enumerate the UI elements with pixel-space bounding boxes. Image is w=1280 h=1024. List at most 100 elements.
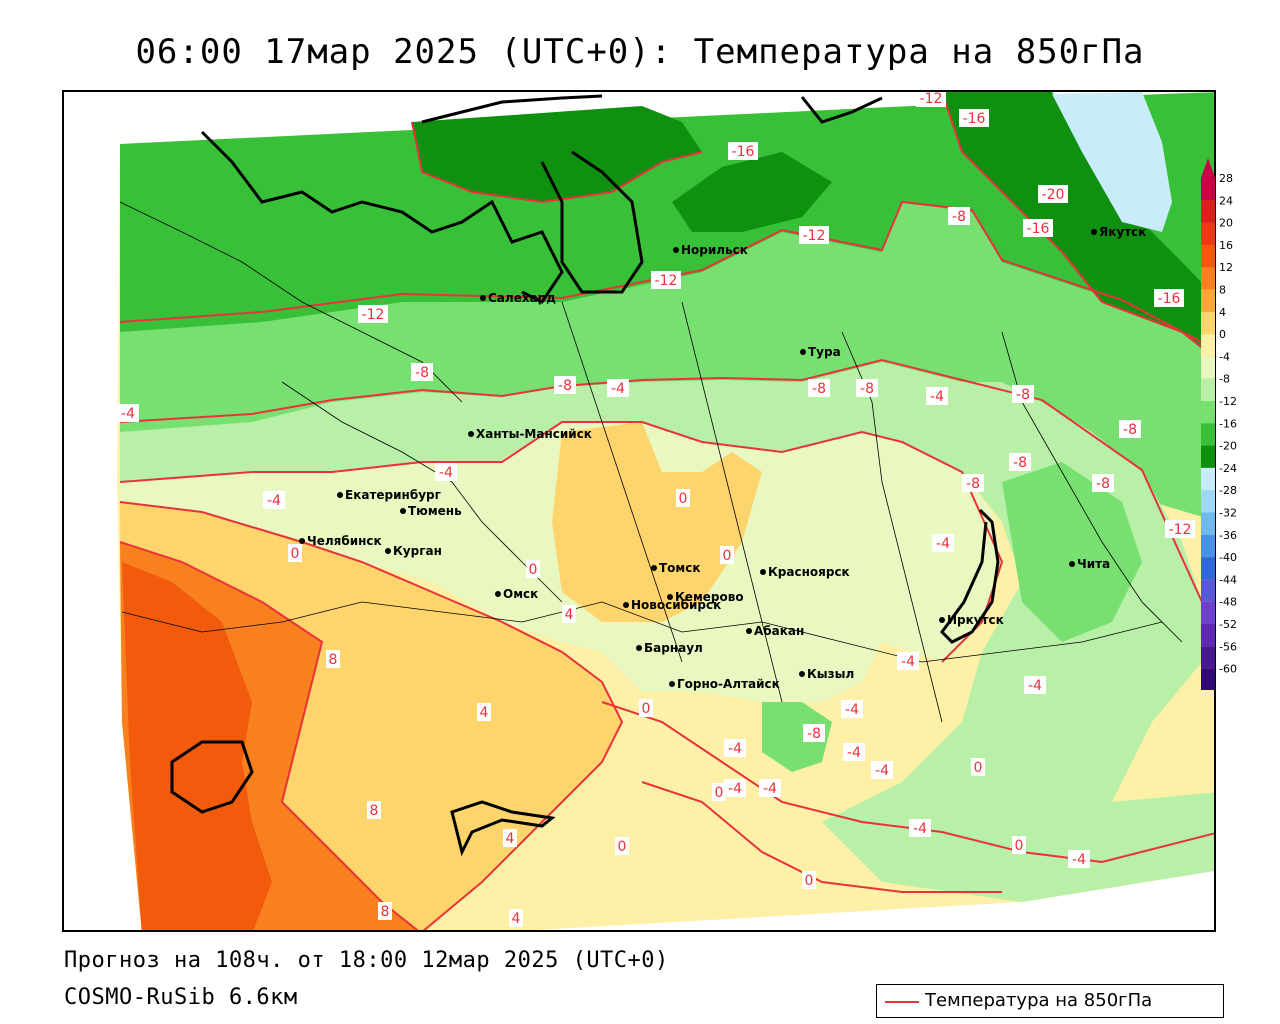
isotherm-label: -12 [916, 92, 946, 107]
city-label: Иркутск [947, 613, 1004, 627]
city-label: Тюмень [408, 504, 462, 518]
city-marker[interactable]: Томск [651, 561, 701, 575]
isotherm-label: -8 [1009, 453, 1031, 471]
city-marker[interactable]: Кемерово [667, 590, 744, 604]
isotherm-label-text: -8 [558, 378, 572, 394]
city-marker[interactable]: Ханты-Мансийск [468, 427, 592, 441]
isotherm-label: -12 [651, 271, 681, 289]
isotherm-label-text: -12 [362, 307, 385, 323]
isotherm-label-text: 0 [723, 548, 732, 564]
map-area[interactable]: Норильск Якутск Салехард Тура Ханты-Мансийск… [62, 90, 1216, 932]
isotherm-line [411, 121, 703, 204]
isotherm-label: -8 [1092, 474, 1114, 492]
city-marker[interactable]: Тура [800, 345, 841, 359]
isotherm-label-bg [712, 783, 726, 801]
city-marker[interactable]: Абакан [746, 624, 804, 638]
colorbar-tick-label: -4 [1219, 350, 1230, 363]
zone-minus20 [1052, 92, 1172, 232]
isotherm-label-bg [607, 379, 629, 397]
city-marker[interactable]: Чита [1069, 557, 1110, 571]
zone-minus16-a [412, 106, 702, 202]
isotherm-label-bg [1119, 420, 1141, 438]
isotherm-label-text: -4 [913, 821, 927, 837]
city-marker[interactable]: Норильск [673, 243, 748, 257]
isotherm-label: 0 [676, 489, 690, 507]
isotherm-label-bg [909, 819, 931, 837]
colorbar-swatch [1201, 334, 1215, 357]
city-label: Ханты-Мансийск [476, 427, 592, 441]
isotherm-label-bg [367, 801, 381, 819]
isotherm-label: -4 [607, 379, 629, 397]
isotherm-label-text: 8 [381, 904, 390, 920]
isotherm-label-bg [1165, 520, 1195, 538]
colorbar-tick-label: -48 [1219, 596, 1237, 609]
colorbar-swatch [1201, 646, 1215, 669]
isotherm-label-text: -8 [415, 365, 429, 381]
isotherm-label-text: -16 [1027, 221, 1050, 237]
model-caption: COSMO-RuSib 6.6км [64, 985, 298, 1010]
lake-balkhash [450, 800, 556, 857]
isotherm-label-text: 0 [805, 873, 814, 889]
city-marker[interactable]: Екатеринбург [337, 488, 441, 502]
isotherm-label-bg [411, 363, 433, 381]
isotherm-label-bg [759, 779, 781, 797]
city-marker[interactable]: Горно-Алтайск [669, 677, 780, 691]
city-dot [651, 565, 657, 571]
city-marker[interactable]: Красноярск [760, 565, 850, 579]
isotherm-label-text: 0 [679, 491, 688, 507]
isotherm-label: -8 [411, 363, 433, 381]
isotherm-label-bg [326, 650, 340, 668]
isotherm-label-text: -20 [1042, 187, 1065, 203]
isotherm-label-text: 0 [529, 562, 538, 578]
city-label: Екатеринбург [345, 488, 441, 502]
city-marker[interactable]: Новосибирск [623, 598, 721, 612]
city-dot [667, 594, 673, 600]
isotherm-label: -4 [759, 779, 781, 797]
city-marker[interactable]: Иркутск [939, 613, 1004, 627]
city-label: Новосибирск [631, 598, 721, 612]
city-marker[interactable]: Кызыл [799, 667, 854, 681]
isotherm-label: 0 [720, 546, 734, 564]
colorbar-swatch [1201, 222, 1215, 245]
coastline [421, 94, 603, 124]
isotherm-label: -12 [1165, 520, 1195, 538]
city-marker[interactable]: Салехард [480, 291, 556, 305]
city-marker[interactable]: Якутск [1091, 225, 1146, 239]
colorbar-swatch [1201, 311, 1215, 335]
city-marker[interactable]: Тюмень [400, 504, 462, 518]
city-label: Салехард [488, 291, 556, 305]
isotherm-label-bg [843, 743, 865, 761]
isotherm-label-bg [288, 544, 302, 562]
city-marker[interactable]: Омск [495, 587, 538, 601]
isotherm-label-bg [802, 871, 816, 889]
colorbar-tick-label: -16 [1219, 417, 1237, 430]
isotherm-label-bg [1024, 676, 1046, 694]
zone-minus16-c [942, 92, 1214, 358]
isotherm-label-text: -4 [845, 702, 859, 718]
colorbar-swatch [1201, 601, 1215, 624]
aral-region [170, 740, 254, 814]
city-marker[interactable]: Барнаул [636, 641, 703, 655]
isotherm-label-bg [378, 902, 392, 920]
city-marker[interactable]: Челябинск [299, 534, 382, 548]
city-dot [623, 602, 629, 608]
isotherm-label-text: -8 [1013, 455, 1027, 471]
isotherm-label: -8 [554, 376, 576, 394]
city-dot [669, 681, 675, 687]
city-label: Курган [393, 544, 442, 558]
colorbar-tick-label: -32 [1219, 507, 1237, 520]
colorbar-tick-label: -24 [1219, 462, 1237, 475]
city-dot [1091, 229, 1097, 235]
isotherm-label-text: 0 [974, 760, 983, 776]
isotherm-label-text: -16 [1158, 291, 1181, 307]
colorbar-swatch [1201, 244, 1215, 268]
isotherm-line [119, 200, 1214, 350]
city-marker[interactable]: Курган [385, 544, 442, 558]
isotherm-label: -4 [843, 743, 865, 761]
isotherm-label-bg [728, 142, 758, 160]
isotherm-label-bg [477, 703, 491, 721]
colorbar-tick-label: -28 [1219, 484, 1237, 497]
isotherm-label-bg [435, 463, 457, 481]
zone-baikal-cold [762, 702, 832, 772]
zone-minus16-b [672, 152, 832, 232]
